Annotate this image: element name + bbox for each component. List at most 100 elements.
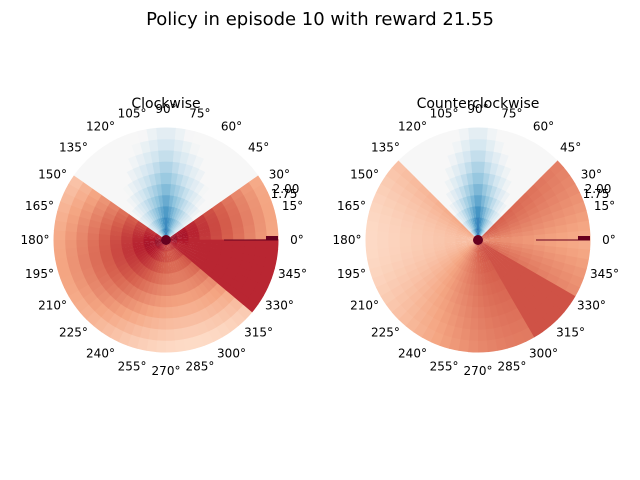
- heat-cell: [179, 151, 190, 165]
- heat-cell: [156, 250, 163, 262]
- heat-cell: [448, 220, 460, 229]
- heat-cell: [175, 244, 187, 252]
- heat-cell: [114, 258, 128, 269]
- heat-cell: [488, 242, 501, 248]
- heat-cell: [478, 284, 484, 297]
- heat-cell: [121, 245, 134, 253]
- heat-cell: [184, 278, 195, 292]
- heat-cell: [151, 207, 159, 220]
- theta-tick-label: 225°: [59, 326, 88, 340]
- heat-cell: [416, 206, 430, 217]
- heat-cell: [497, 202, 508, 215]
- heat-cell: [444, 288, 455, 302]
- heat-cell: [181, 254, 193, 265]
- heat-cell: [503, 259, 516, 270]
- heat-cell: [252, 183, 268, 198]
- heat-cell: [155, 127, 166, 140]
- heat-cell: [432, 158, 445, 173]
- heat-cell: [197, 224, 210, 232]
- heat-cell: [132, 241, 144, 247]
- heat-cell: [186, 228, 199, 235]
- heat-cell: [411, 249, 425, 258]
- heat-cell: [114, 275, 127, 289]
- heat-cell: [65, 247, 78, 259]
- heat-cell: [167, 217, 172, 230]
- heat-cell: [87, 188, 102, 202]
- heat-cell: [436, 254, 450, 263]
- heat-cell: [180, 268, 189, 282]
- heat-cell: [577, 219, 591, 232]
- heat-cell: [172, 221, 181, 232]
- heat-cell: [481, 183, 488, 196]
- heat-cell: [146, 185, 155, 199]
- heat-cell: [146, 197, 155, 210]
- heat-cell: [460, 328, 471, 341]
- heat-cell: [73, 297, 90, 313]
- heat-cell: [483, 220, 492, 231]
- heat-cell: [460, 209, 469, 221]
- heat-cell: [455, 240, 467, 243]
- heat-cell: [254, 247, 267, 258]
- heat-cell: [64, 240, 77, 250]
- heat-cell: [122, 200, 135, 212]
- heat-cell: [545, 194, 560, 207]
- heat-cell: [510, 282, 522, 296]
- heat-cell: [487, 293, 496, 307]
- heat-cell: [485, 207, 493, 220]
- heat-cell: [378, 213, 392, 226]
- heat-cell: [223, 200, 238, 212]
- heat-cell: [87, 240, 100, 248]
- heat-cell: [53, 230, 66, 241]
- heat-cell: [503, 210, 516, 221]
- heat-cell: [254, 221, 267, 233]
- heat-cell: [244, 231, 257, 240]
- heat-cell: [158, 273, 164, 286]
- heat-cell: [159, 172, 166, 185]
- heat-cell: [177, 258, 186, 270]
- heat-cell: [55, 210, 69, 224]
- heat-cell: [443, 324, 456, 339]
- heat-cell: [567, 239, 580, 249]
- heat-cell: [428, 207, 442, 218]
- heat-cell: [521, 287, 535, 301]
- heat-cell: [514, 207, 527, 218]
- theta-tick-label: 150°: [38, 168, 67, 182]
- heat-cell: [165, 194, 170, 207]
- heat-cell: [210, 313, 225, 328]
- heat-cell: [403, 262, 418, 274]
- heat-cell: [424, 216, 438, 225]
- heat-cell: [422, 247, 435, 256]
- heat-cell: [76, 224, 89, 234]
- heat-cell: [488, 243, 500, 250]
- heat-cell: [365, 240, 378, 251]
- heat-cell: [387, 232, 400, 241]
- r-tick-label: 1.75: [271, 187, 298, 201]
- heat-cell: [473, 284, 479, 297]
- heat-cell: [434, 282, 447, 296]
- theta-tick-label: 15°: [282, 199, 303, 213]
- heat-cell: [532, 249, 545, 258]
- heat-cell: [399, 188, 414, 202]
- heat-cell: [167, 262, 173, 274]
- heat-cell: [390, 284, 405, 299]
- heat-cell: [213, 282, 227, 296]
- heat-cell: [117, 188, 131, 201]
- heat-cell: [489, 258, 498, 270]
- heat-cell: [126, 181, 138, 195]
- heat-cell: [406, 303, 421, 319]
- heat-cell: [426, 275, 439, 289]
- heat-cell: [525, 183, 539, 197]
- heat-cell: [533, 239, 546, 246]
- heat-cell: [460, 173, 469, 187]
- heat-cell: [410, 228, 423, 236]
- heat-cell: [489, 281, 498, 295]
- heat-cell: [65, 222, 78, 233]
- heat-cell: [97, 194, 111, 207]
- heat-cell: [174, 225, 185, 234]
- heat-cell: [142, 315, 153, 329]
- heat-cell: [460, 247, 471, 257]
- heat-cell: [485, 260, 493, 273]
- heat-cell: [96, 290, 111, 305]
- heat-cell: [483, 260, 490, 273]
- heat-cell: [148, 209, 157, 221]
